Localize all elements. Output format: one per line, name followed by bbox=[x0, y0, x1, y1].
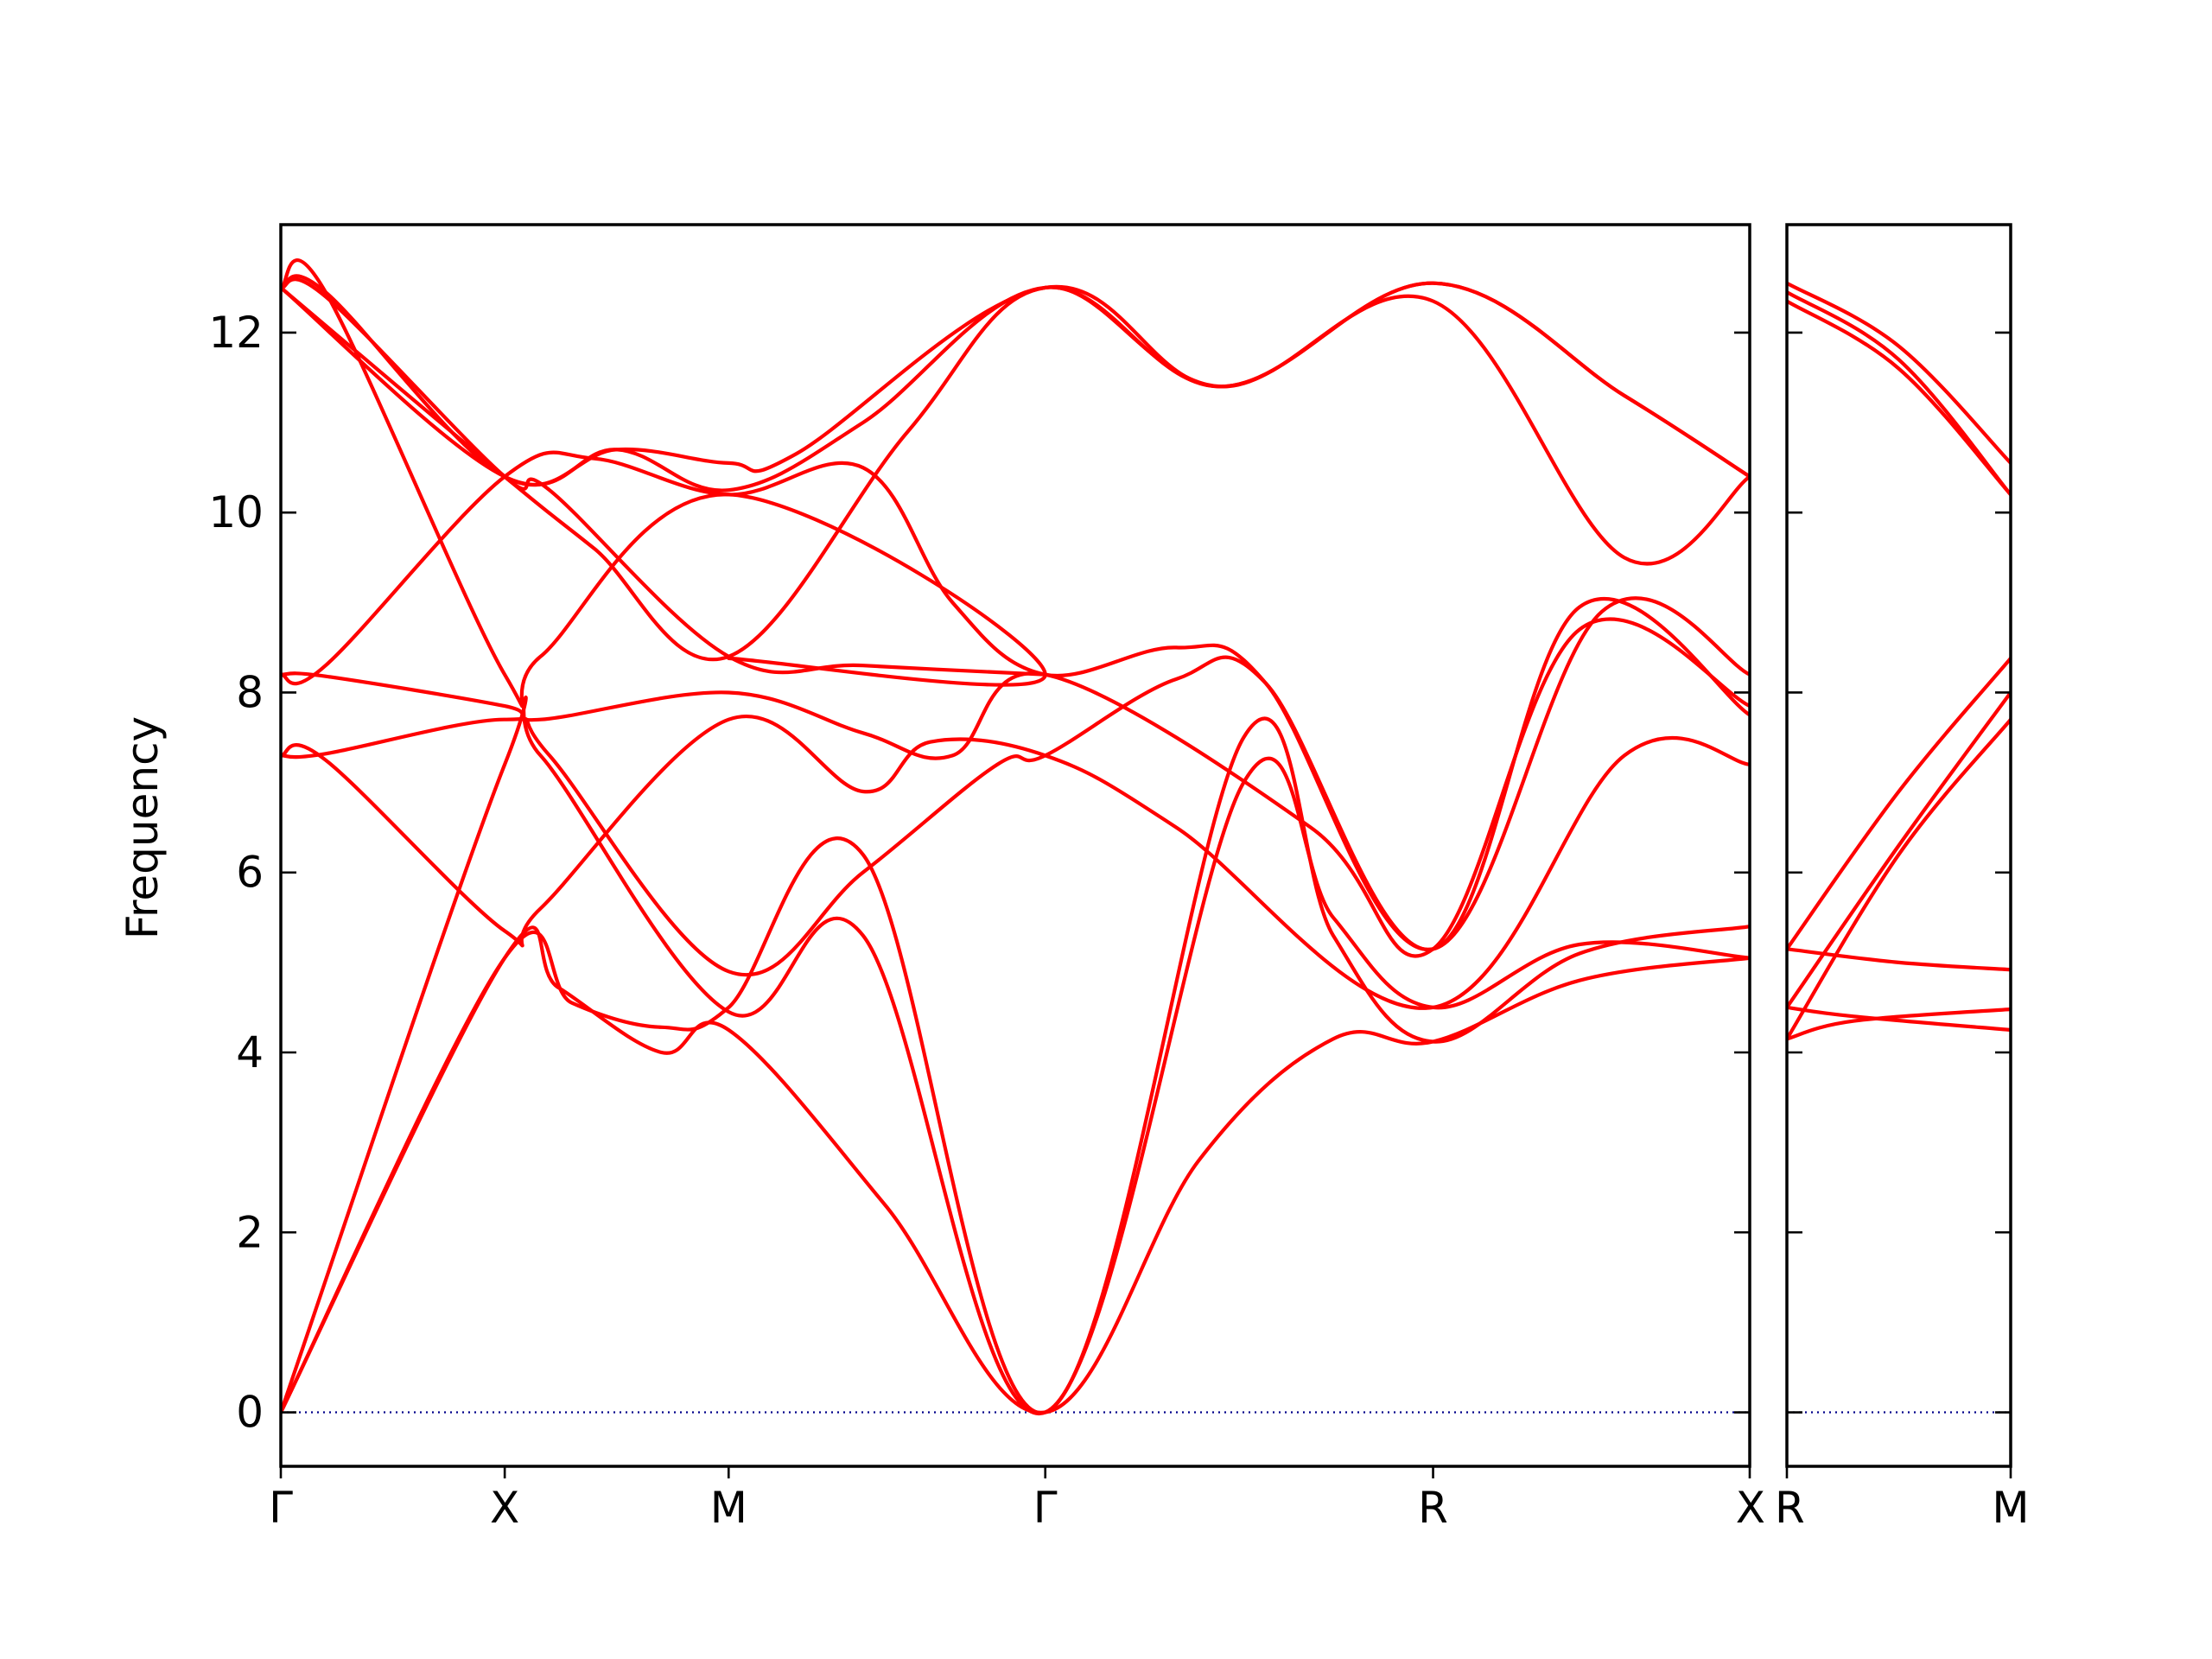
y-axis-label: Frequency bbox=[118, 716, 168, 939]
band-line-side-1 bbox=[1787, 1007, 2011, 1041]
x-tick-label-kpoint: M bbox=[1992, 1483, 2029, 1533]
band-line-side-9 bbox=[1787, 281, 2011, 465]
x-tick-label-kpoint: R bbox=[1418, 1483, 1448, 1533]
y-tick-label: 2 bbox=[236, 1207, 264, 1257]
y-tick-label: 4 bbox=[236, 1027, 264, 1077]
band-line-main-8 bbox=[281, 258, 1047, 709]
y-tick-label: 8 bbox=[236, 667, 264, 717]
band-line-side-4 bbox=[1787, 717, 2011, 1041]
band-line-main-9 bbox=[281, 277, 1047, 677]
band-line-side-3 bbox=[1787, 947, 2011, 972]
x-tick-label-kpoint: X bbox=[490, 1483, 519, 1533]
band-line-main-12 bbox=[281, 285, 1750, 662]
band-group bbox=[1787, 281, 2011, 1041]
band-line-main-3 bbox=[281, 696, 1750, 1415]
band-line-side-6 bbox=[1787, 656, 2011, 951]
y-tick-label: 10 bbox=[208, 487, 264, 537]
x-tick-label-kpoint: R bbox=[1775, 1483, 1805, 1533]
plot-panel-main: 0 2 4 6 8 10 12 Γ X M Γ R X bbox=[208, 223, 1765, 1533]
band-line-side-5 bbox=[1787, 690, 2011, 1009]
band-line-side-8 bbox=[1787, 290, 2011, 497]
band-line-main-6 bbox=[281, 617, 1750, 958]
y-tick-label: 0 bbox=[236, 1388, 264, 1438]
x-tick-label-kpoint: Γ bbox=[269, 1483, 293, 1533]
x-tick-label-kpoint: Γ bbox=[1033, 1483, 1058, 1533]
band-group bbox=[281, 258, 1750, 1415]
band-line-main-2 bbox=[281, 716, 1750, 1414]
axes-frame bbox=[1785, 223, 2012, 1468]
x-tick-label-kpoint: M bbox=[710, 1483, 747, 1533]
y-tick-label: 12 bbox=[208, 308, 264, 358]
band-line-main-7 bbox=[281, 450, 1750, 951]
axes-frame bbox=[279, 223, 1751, 1468]
y-tick-label: 6 bbox=[236, 848, 264, 898]
x-tick-label-kpoint: X bbox=[1736, 1483, 1765, 1533]
band-line-main-11 bbox=[281, 281, 1750, 493]
